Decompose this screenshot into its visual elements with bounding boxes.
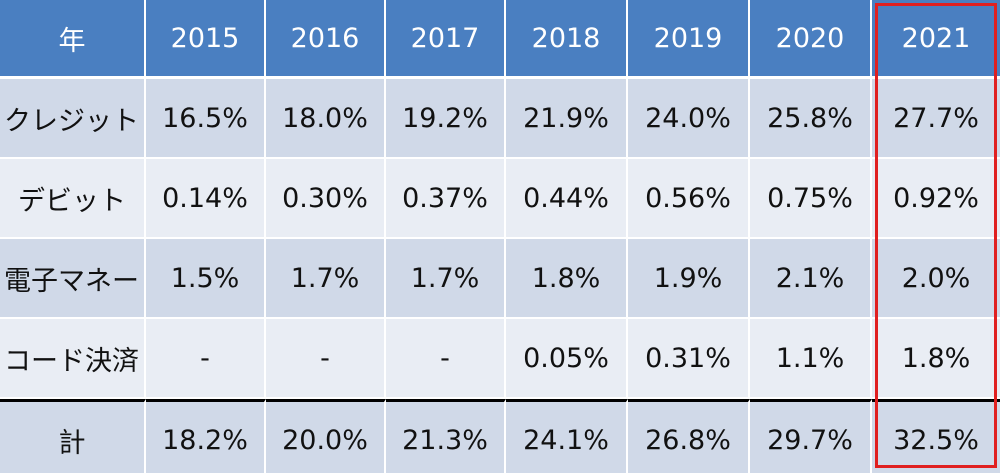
header-row: 年 2015 2016 2017 2018 2019 2020 2021: [0, 0, 1000, 79]
table-cell: 18.2%: [146, 399, 266, 473]
table-cell: -: [266, 319, 386, 399]
header-2017: 2017: [386, 0, 506, 79]
table-cell: 1.8%: [872, 319, 1000, 399]
header-2016: 2016: [266, 0, 386, 79]
table-cell: 1.8%: [506, 239, 628, 319]
table-cell: 16.5%: [146, 79, 266, 159]
header-2015: 2015: [146, 0, 266, 79]
table-cell: 1.7%: [386, 239, 506, 319]
table-cell: 0.56%: [628, 159, 750, 239]
table-cell: 32.5%: [872, 399, 1000, 473]
table-cell: 26.8%: [628, 399, 750, 473]
table-cell: -: [146, 319, 266, 399]
table-cell: 1.7%: [266, 239, 386, 319]
table-cell: 24.1%: [506, 399, 628, 473]
row-label-code-payment: コード決済: [0, 319, 146, 399]
row-label-credit: クレジット: [0, 79, 146, 159]
table-cell: 0.05%: [506, 319, 628, 399]
header-year-label: 年: [0, 0, 146, 79]
table-cell: 18.0%: [266, 79, 386, 159]
table-cell: 2.0%: [872, 239, 1000, 319]
table-cell: 21.3%: [386, 399, 506, 473]
table-cell: 1.1%: [750, 319, 872, 399]
table-cell: 0.37%: [386, 159, 506, 239]
table-cell: 0.31%: [628, 319, 750, 399]
table-cell: 0.92%: [872, 159, 1000, 239]
table-cell: 0.14%: [146, 159, 266, 239]
table-cell: 1.5%: [146, 239, 266, 319]
header-2018: 2018: [506, 0, 628, 79]
table-row-credit: クレジット 16.5% 18.0% 19.2% 21.9% 24.0% 25.8…: [0, 79, 1000, 159]
table-cell: 0.30%: [266, 159, 386, 239]
table-cell: 25.8%: [750, 79, 872, 159]
table-cell: 20.0%: [266, 399, 386, 473]
table-cell: -: [386, 319, 506, 399]
table-row-total: 計 18.2% 20.0% 21.3% 24.1% 26.8% 29.7% 32…: [0, 399, 1000, 473]
table-cell: 29.7%: [750, 399, 872, 473]
table-cell: 27.7%: [872, 79, 1000, 159]
header-2021: 2021: [872, 0, 1000, 79]
table-row-code-payment: コード決済 - - - 0.05% 0.31% 1.1% 1.8%: [0, 319, 1000, 399]
table-cell: 19.2%: [386, 79, 506, 159]
table-row-debit: デビット 0.14% 0.30% 0.37% 0.44% 0.56% 0.75%…: [0, 159, 1000, 239]
row-label-total: 計: [0, 399, 146, 473]
table-cell: 21.9%: [506, 79, 628, 159]
header-2020: 2020: [750, 0, 872, 79]
table-cell: 1.9%: [628, 239, 750, 319]
header-2019: 2019: [628, 0, 750, 79]
table-row-e-money: 電子マネー 1.5% 1.7% 1.7% 1.8% 1.9% 2.1% 2.0%: [0, 239, 1000, 319]
row-label-debit: デビット: [0, 159, 146, 239]
table-cell: 0.44%: [506, 159, 628, 239]
table-cell: 2.1%: [750, 239, 872, 319]
table-cell: 24.0%: [628, 79, 750, 159]
table-cell: 0.75%: [750, 159, 872, 239]
row-label-e-money: 電子マネー: [0, 239, 146, 319]
